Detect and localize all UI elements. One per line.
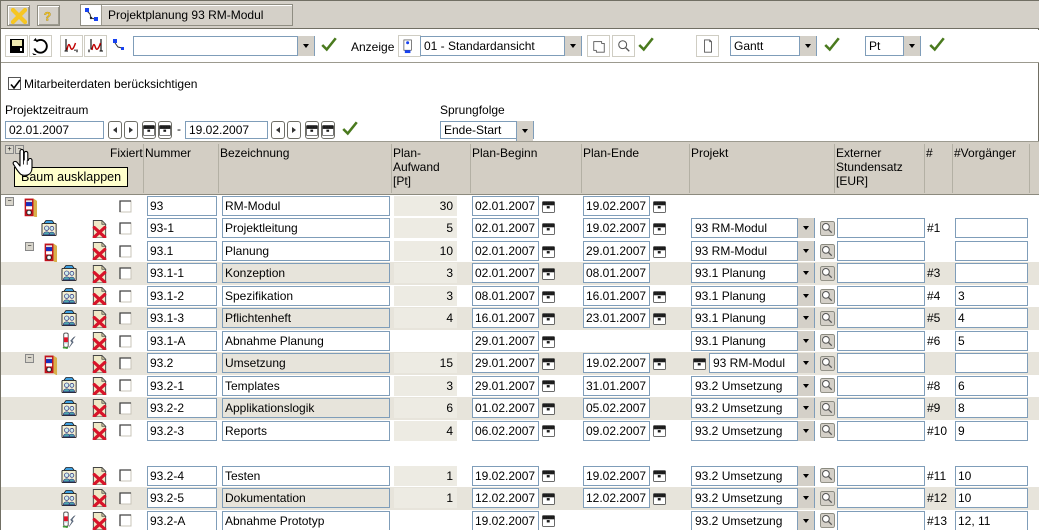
svg-text:?: ? xyxy=(43,9,50,23)
